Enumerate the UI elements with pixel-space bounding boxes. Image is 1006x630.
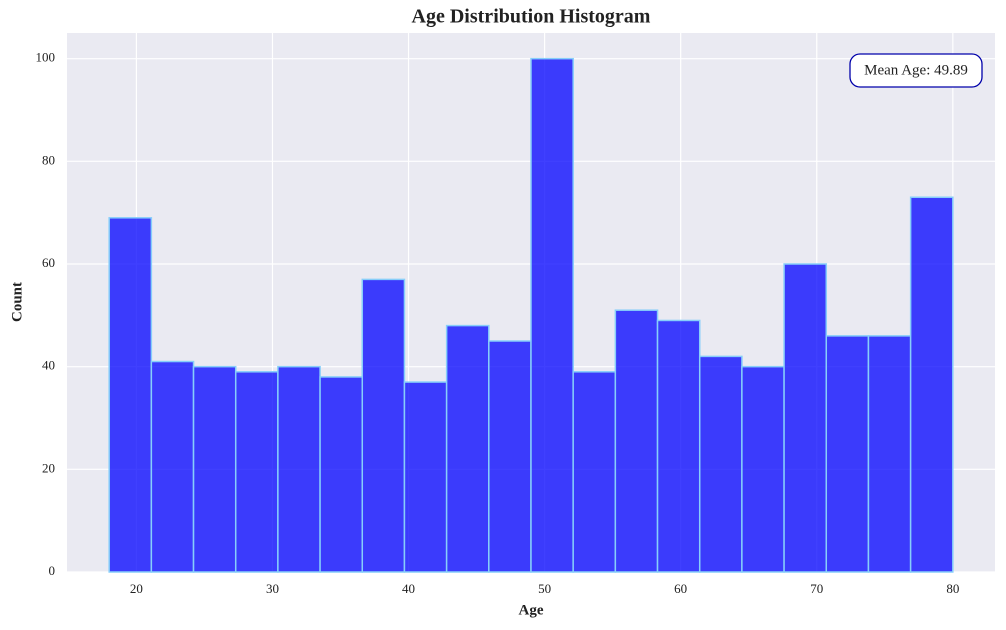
chart-title: Age Distribution Histogram	[412, 6, 651, 28]
y-axis-label: Count	[9, 282, 25, 322]
y-tick-label: 40	[42, 358, 55, 373]
bar	[150, 360, 195, 573]
bar	[614, 309, 659, 573]
bar	[108, 217, 153, 573]
bar	[319, 376, 364, 573]
bar	[234, 371, 279, 573]
bar	[488, 340, 532, 573]
y-tick-label: 20	[42, 460, 55, 475]
bar	[403, 381, 448, 573]
bar	[361, 278, 406, 573]
x-axis-label: Age	[519, 602, 544, 618]
bar	[656, 319, 701, 573]
bar	[867, 335, 912, 573]
bar	[445, 324, 490, 573]
bar	[572, 371, 617, 573]
y-tick-label: 80	[42, 152, 55, 167]
x-tick-label: 50	[538, 581, 551, 596]
x-tick-label: 80	[946, 581, 959, 596]
bar	[783, 263, 828, 573]
bar	[277, 365, 321, 573]
x-tick-label: 40	[402, 581, 415, 596]
y-tick-label: 100	[36, 50, 56, 65]
bar	[909, 196, 954, 573]
annotation-box	[849, 53, 983, 88]
bar	[698, 355, 743, 573]
x-tick-label: 70	[810, 581, 823, 596]
bar	[825, 335, 870, 573]
y-tick-label: 60	[42, 255, 55, 270]
y-tick-label: 0	[49, 563, 56, 578]
bar	[192, 365, 237, 573]
annotation: Mean Age: 49.89	[864, 62, 968, 78]
bar	[741, 365, 785, 573]
bar	[530, 57, 574, 573]
x-tick-label: 20	[130, 581, 143, 596]
x-tick-label: 30	[266, 581, 279, 596]
x-tick-label: 60	[674, 581, 687, 596]
